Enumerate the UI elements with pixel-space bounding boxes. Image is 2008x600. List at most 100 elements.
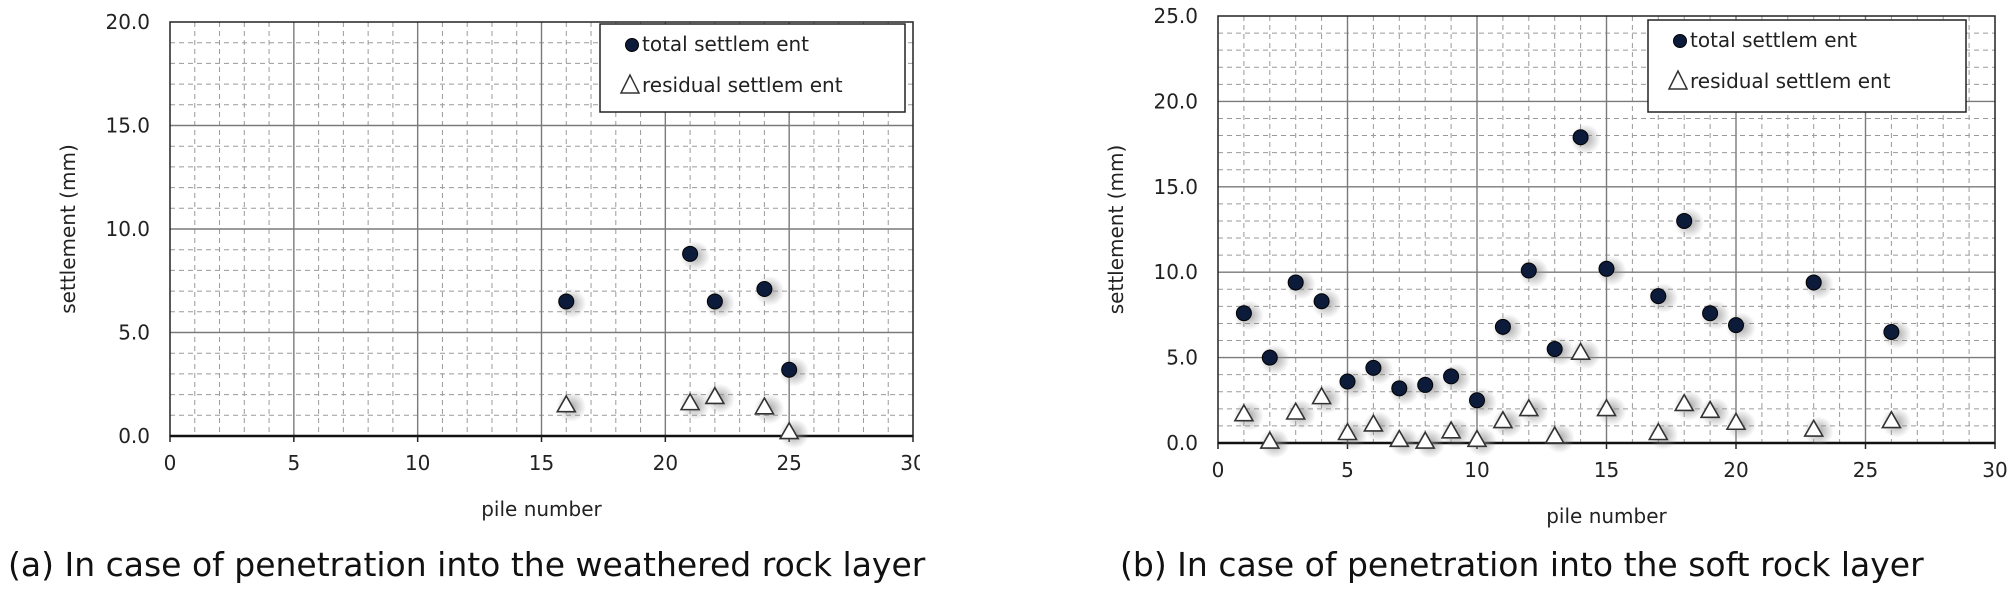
residual-settlement-point <box>1647 422 1669 441</box>
total-settlement-point <box>756 281 773 298</box>
total-settlement-point <box>1520 262 1537 279</box>
residual-settlement-point <box>1233 403 1255 422</box>
residual-settlement-point <box>1570 341 1591 361</box>
residual-settlement-point <box>1518 398 1540 417</box>
residual-settlement-point <box>1285 401 1307 420</box>
total-settlement-point <box>1676 212 1693 229</box>
legend-box <box>599 23 906 113</box>
total-settlement-point <box>558 293 575 310</box>
total-settlement-point <box>1546 341 1563 358</box>
chart-b: 0 5 10 15 20 25 30 0.0 5.0 10.0 15.0 20.0 25.0 pile n… <box>1104 4 2008 528</box>
residual-settlement-point <box>555 394 577 413</box>
x-tick-label: 5 <box>1341 458 1354 482</box>
x-tick-label: 25 <box>1853 458 1878 482</box>
residual-settlement-point <box>1803 418 1825 437</box>
chart-a: 0 5 10 15 20 25 30 0.0 5.0 10.0 15.0 20.0 pile numbe… <box>56 10 920 521</box>
total-settlement-point <box>1702 305 1719 322</box>
residual-settlement-point <box>679 392 701 411</box>
residual-settlement-point <box>1596 398 1617 417</box>
y-axis-label: settlement (mm) <box>1104 145 1128 315</box>
legend-circle-icon <box>625 38 639 52</box>
y-tick-label: 10.0 <box>1153 260 1198 284</box>
total-settlement-point <box>1650 288 1667 305</box>
total-settlement-point <box>682 245 699 262</box>
legend-label-total: total settlem ent <box>642 32 809 56</box>
residual-settlement-point <box>1725 411 1747 431</box>
legend: total settlem ent residual settlem ent <box>1647 19 1967 113</box>
residual-settlement-point <box>704 386 726 405</box>
x-axis-label: pile number <box>1546 504 1667 528</box>
total-settlement-point <box>1235 305 1252 322</box>
residual-settlement-series <box>555 383 810 449</box>
y-tick-label: 0.0 <box>1166 431 1198 455</box>
legend-label-residual: residual settlem ent <box>1690 69 1891 93</box>
legend-circle-icon <box>1673 34 1687 48</box>
x-tick-label: 0 <box>1212 458 1225 482</box>
x-tick-label: 30 <box>1982 458 2007 482</box>
total-settlement-point <box>1443 368 1460 385</box>
total-settlement-point <box>1598 260 1615 277</box>
y-tick-label: 0.0 <box>118 424 150 448</box>
y-tick-label: 25.0 <box>1153 4 1198 28</box>
y-tick-label: 20.0 <box>105 10 150 34</box>
total-settlement-point <box>781 361 798 378</box>
residual-settlement-point <box>778 421 800 440</box>
total-settlement-point <box>1287 274 1304 291</box>
y-tick-label: 5.0 <box>118 321 150 345</box>
major-grid <box>170 22 913 436</box>
y-tick-label: 10.0 <box>105 217 150 241</box>
total-settlement-point <box>1469 392 1485 409</box>
total-settlement-point <box>1261 349 1278 366</box>
residual-settlement-point <box>1311 386 1332 405</box>
residual-settlement-point <box>1673 393 1695 412</box>
legend-triangle-icon <box>1667 69 1689 90</box>
total-settlement-point <box>1494 318 1511 335</box>
residual-settlement-point <box>1466 428 1488 448</box>
residual-settlement-point <box>1414 430 1436 449</box>
residual-settlement-point <box>1881 410 1902 429</box>
total-settlement-point <box>1883 323 1900 340</box>
residual-settlement-point <box>1544 425 1566 444</box>
legend: total settlem ent residual settlem ent <box>599 23 906 113</box>
total-settlement-point <box>1572 129 1589 146</box>
total-settlement-series <box>556 240 810 387</box>
total-settlement-point <box>1805 274 1822 291</box>
total-settlement-point <box>1365 359 1382 376</box>
residual-settlement-point <box>1363 413 1384 432</box>
y-tick-label: 15.0 <box>105 114 150 138</box>
total-settlement-point <box>1728 317 1744 334</box>
y-tick-label: 15.0 <box>1153 175 1198 199</box>
x-tick-label: 25 <box>776 451 801 475</box>
y-tick-label: 20.0 <box>1153 89 1198 113</box>
residual-settlement-point <box>754 396 775 415</box>
total-settlement-point <box>706 293 723 310</box>
residual-settlement-point <box>1259 430 1281 449</box>
total-settlement-point <box>1417 376 1434 393</box>
x-tick-label: 20 <box>1723 458 1748 482</box>
residual-settlement-point <box>1337 422 1358 441</box>
x-tick-label: 15 <box>1594 458 1619 482</box>
x-tick-label: 20 <box>653 451 678 475</box>
x-tick-label: 10 <box>405 451 430 475</box>
total-settlement-point <box>1391 380 1408 397</box>
legend-triangle-icon <box>619 73 641 94</box>
residual-settlement-point <box>1492 410 1514 429</box>
total-settlement-series <box>1233 124 1912 418</box>
x-axis-label: pile number <box>481 497 602 521</box>
residual-settlement-point <box>1388 428 1410 448</box>
legend-label-residual: residual settlem ent <box>642 73 843 97</box>
residual-settlement-point <box>1440 420 1462 439</box>
legend-box <box>1647 19 1967 113</box>
x-tick-label: 15 <box>529 451 554 475</box>
caption-a: (a) In case of penetration into the weat… <box>8 545 926 584</box>
x-tick-label: 0 <box>164 451 177 475</box>
major-grid <box>1218 16 1995 443</box>
total-settlement-point <box>1313 293 1330 310</box>
x-tick-label: 30 <box>900 451 920 475</box>
residual-settlement-series <box>1233 339 1912 459</box>
y-tick-label: 5.0 <box>1166 346 1198 370</box>
x-tick-label: 10 <box>1464 458 1489 482</box>
caption-b: (b) In case of penetration into the soft… <box>1120 545 1924 584</box>
x-tick-label: 5 <box>287 451 300 475</box>
legend-label-total: total settlem ent <box>1690 28 1857 52</box>
